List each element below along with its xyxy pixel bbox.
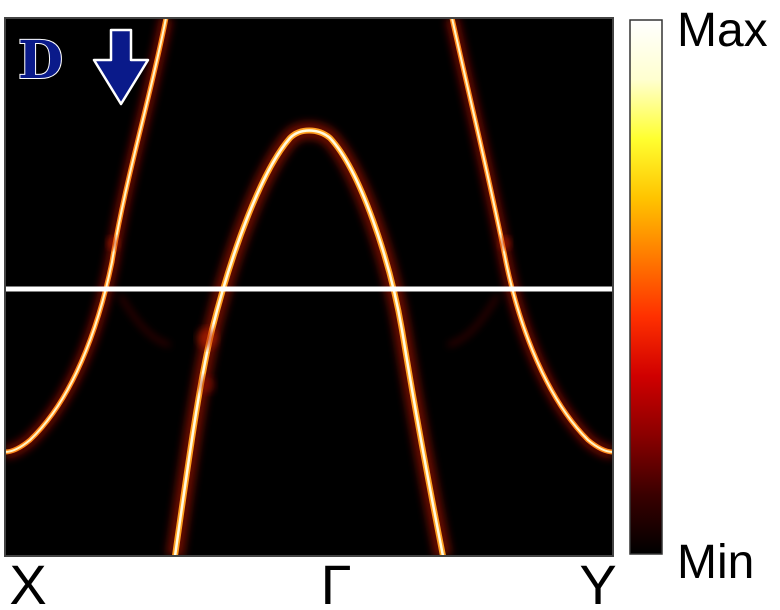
x-tick-label-x: X [9, 553, 46, 610]
colorbar-max-label: Max [677, 4, 768, 57]
colorbar [629, 19, 663, 555]
plot-frame [4, 17, 614, 557]
band-crossing-glow-2 [199, 377, 215, 393]
band-outer-left-core [5, 18, 167, 453]
band-crossing-glow-3 [107, 237, 119, 249]
band-shadow-right [447, 293, 500, 347]
colorbar-min-label: Min [677, 536, 754, 589]
band-layer [5, 18, 613, 556]
band-crossing-glow-4 [499, 237, 511, 249]
band-shadow-left [118, 293, 171, 347]
band-crossing-glow-1 [197, 328, 217, 348]
band-central-core [173, 129, 445, 556]
panel-label: D [18, 30, 63, 91]
x-tick-label-y: Y [579, 553, 616, 610]
band-outer-right-core [451, 18, 613, 453]
x-tick-label-gamma: Γ [321, 553, 352, 610]
down-arrow-icon [92, 28, 150, 106]
